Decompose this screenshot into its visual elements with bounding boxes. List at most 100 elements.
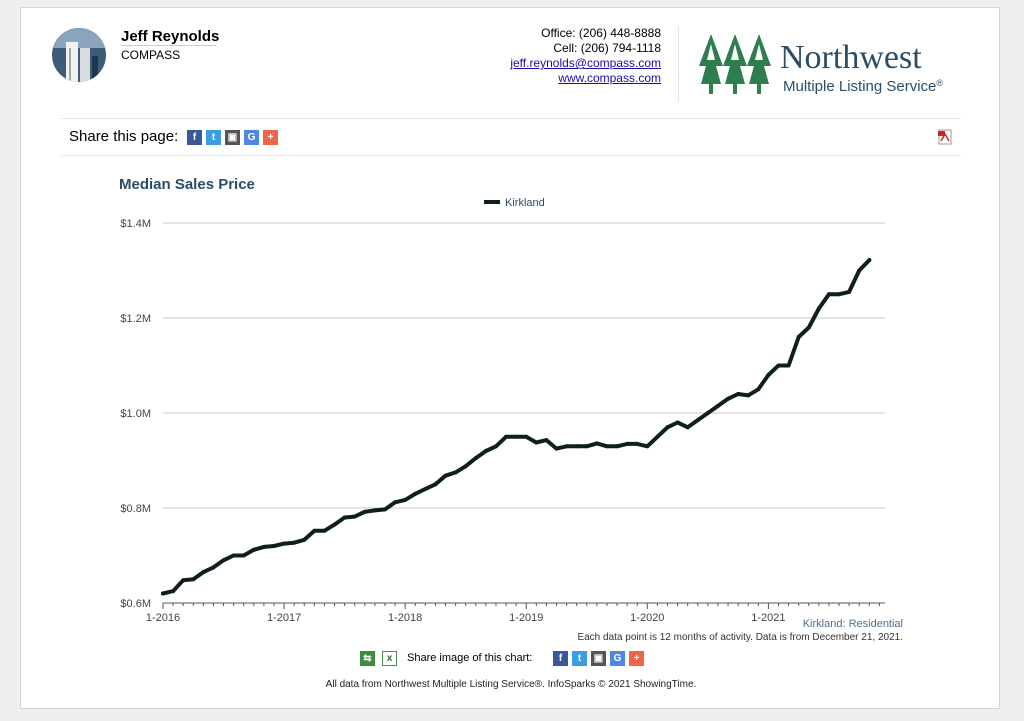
email-link[interactable]: jeff.reynolds@compass.com	[510, 56, 661, 70]
data-point	[161, 591, 165, 596]
data-point	[524, 434, 529, 439]
chart-series	[161, 258, 872, 596]
data-point	[332, 522, 337, 527]
data-point	[685, 425, 690, 430]
data-point	[382, 507, 387, 512]
data-point	[403, 497, 408, 502]
data-point	[423, 487, 428, 491]
print-icon[interactable]: ▣	[225, 130, 240, 145]
google-icon[interactable]: G	[244, 130, 259, 145]
data-point	[312, 528, 317, 533]
nwmls-trees-logo	[699, 34, 771, 94]
data-point	[594, 441, 599, 446]
data-point	[584, 444, 589, 449]
data-point	[372, 508, 377, 513]
x-tick-label: 1-2019	[509, 612, 543, 624]
facebook-icon[interactable]: f	[187, 130, 202, 145]
data-point	[171, 589, 176, 594]
series-line-kirkland	[161, 258, 872, 596]
data-point	[564, 444, 569, 449]
data-point	[483, 449, 488, 453]
twitter-icon[interactable]: t	[206, 130, 221, 145]
share-page-label: Share this page:	[69, 128, 179, 145]
agent-company: COMPASS	[121, 45, 216, 62]
data-point	[796, 335, 801, 339]
office-phone: Office: (206) 448-8888	[541, 26, 661, 40]
data-point	[695, 418, 700, 423]
data-point	[231, 553, 236, 558]
data-point	[574, 444, 579, 449]
pdf-icon[interactable]	[937, 129, 953, 145]
data-point	[302, 537, 307, 542]
facebook-icon[interactable]: f	[553, 651, 568, 666]
data-point	[604, 444, 609, 449]
google-icon[interactable]: G	[610, 651, 625, 666]
twitter-icon[interactable]: t	[572, 651, 587, 666]
share-page-bar: Share this page: f t ▣ G +	[61, 118, 961, 156]
data-point	[191, 577, 196, 582]
x-tick-label: 1-2018	[388, 612, 422, 624]
share-chart-icons: f t ▣ G +	[553, 651, 644, 666]
legend-swatch	[484, 200, 500, 204]
x-tick-label: 1-2021	[751, 612, 785, 624]
data-point	[221, 558, 226, 563]
data-point	[726, 396, 731, 401]
data-point	[181, 578, 186, 583]
add-icon[interactable]: +	[263, 130, 278, 145]
brand-subtitle: Multiple Listing Service®	[783, 78, 943, 95]
data-point	[655, 434, 660, 439]
website-link[interactable]: www.compass.com	[558, 71, 661, 85]
data-point	[413, 491, 418, 496]
data-point	[705, 411, 710, 415]
data-point	[493, 444, 498, 449]
data-point	[261, 544, 266, 549]
print-icon[interactable]: ▣	[591, 651, 606, 666]
data-note: Each data point is 12 months of activity…	[577, 632, 903, 643]
data-point	[292, 540, 297, 545]
data-point	[645, 444, 650, 449]
data-point	[282, 541, 287, 546]
data-point	[806, 325, 811, 330]
data-point	[675, 420, 680, 425]
data-point	[736, 392, 741, 396]
data-point	[352, 514, 357, 519]
share-icon[interactable]: ⇆	[360, 651, 375, 666]
credits: All data from Northwest Multiple Listing…	[325, 679, 697, 690]
data-point	[534, 440, 539, 445]
contact-block: Office: (206) 448-8888 Cell: (206) 794-1…	[510, 26, 661, 86]
data-point	[776, 363, 781, 368]
y-tick-label: $0.6M	[120, 598, 151, 610]
y-tick-label: $0.8M	[120, 503, 151, 515]
data-point	[433, 482, 438, 487]
data-point	[473, 456, 478, 461]
data-point	[443, 473, 448, 478]
x-tick-label: 1-2017	[267, 612, 301, 624]
data-point	[251, 547, 256, 552]
data-point	[201, 570, 206, 575]
data-point	[554, 446, 559, 451]
series-footnote: Kirkland: Residential	[802, 618, 903, 630]
y-tick-label: $1.2M	[120, 313, 151, 325]
data-point	[625, 441, 630, 446]
cell-phone: Cell: (206) 794-1118	[553, 41, 661, 55]
data-point	[544, 438, 549, 443]
data-point	[756, 387, 761, 392]
data-point	[504, 434, 509, 439]
y-tick-label: $1.4M	[120, 218, 151, 230]
data-point	[826, 292, 831, 297]
registered-mark: ®	[936, 78, 944, 88]
data-point	[342, 515, 347, 520]
legend-label-kirkland: Kirkland	[505, 197, 545, 209]
median-price-chart: Kirkland $0.6M $0.8M $1.0M $1.2M $1.4M 1-201…	[120, 197, 885, 624]
brand-subtitle-text: Multiple Listing Service	[783, 78, 937, 95]
data-point	[453, 470, 458, 475]
excel-icon[interactable]: x	[382, 651, 397, 666]
add-icon[interactable]: +	[629, 651, 644, 666]
data-point	[766, 373, 771, 377]
agent-name: Jeff Reynolds	[121, 28, 220, 45]
data-point	[746, 393, 751, 398]
chart-legend: Kirkland	[484, 197, 545, 209]
header-divider	[678, 26, 679, 102]
data-point	[837, 292, 842, 297]
data-point	[393, 500, 398, 505]
